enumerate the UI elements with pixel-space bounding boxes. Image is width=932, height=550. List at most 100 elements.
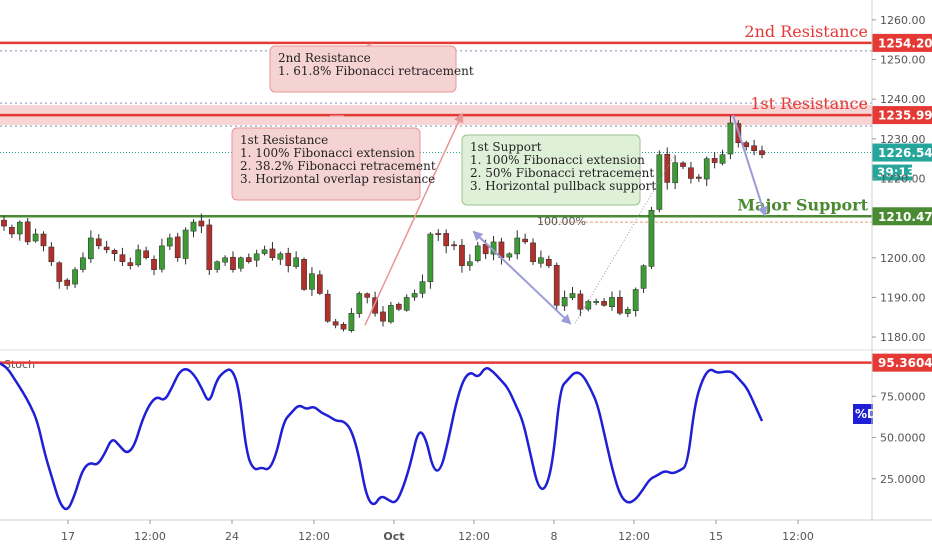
candle-up bbox=[166, 237, 173, 247]
osc-level-tag bbox=[872, 353, 932, 372]
stoch-line bbox=[0, 362, 764, 511]
candle-up bbox=[648, 209, 655, 267]
candle-up bbox=[719, 154, 726, 164]
candle-up bbox=[356, 293, 363, 314]
candle-up bbox=[348, 313, 355, 331]
candle-up bbox=[277, 253, 284, 260]
level-price-tag bbox=[872, 207, 932, 226]
candle-down bbox=[48, 246, 55, 262]
candle-down bbox=[601, 301, 607, 306]
candle-up bbox=[419, 281, 426, 294]
osc-level-label: 95.3604 bbox=[878, 356, 932, 370]
candle-down bbox=[174, 236, 181, 259]
annotation-box bbox=[461, 134, 641, 206]
level-price-label: 1254.20 bbox=[878, 36, 932, 50]
candle-down bbox=[143, 250, 149, 259]
candle-down bbox=[459, 244, 465, 266]
annotation-line: 1. 100% Fibonacci extension bbox=[240, 146, 415, 160]
candle-up bbox=[593, 301, 600, 303]
level-lines: 1254.20 2nd Resistance 1235.99 1st Resistan… bbox=[0, 22, 932, 226]
level-name-label: 2nd Resistance bbox=[744, 22, 868, 41]
candle-down bbox=[577, 293, 584, 310]
current-price-tag bbox=[872, 143, 932, 162]
candle-up bbox=[261, 249, 268, 254]
osc-legend-tag bbox=[853, 404, 873, 424]
price-tick-label: 1190.00 bbox=[880, 291, 926, 304]
annotation-line: 1. 100% Fibonacci extension bbox=[470, 153, 645, 167]
candle-up bbox=[561, 297, 568, 307]
candle-up bbox=[72, 269, 78, 285]
candle-up bbox=[80, 257, 86, 270]
candle-down bbox=[324, 293, 331, 322]
arrow-pullback-down bbox=[473, 231, 572, 325]
candle-down bbox=[269, 248, 276, 259]
candle-down bbox=[24, 221, 31, 243]
annotation-line: 2. 50% Fibonacci retracement bbox=[470, 166, 654, 180]
candle-down bbox=[553, 264, 560, 306]
candle-down bbox=[40, 233, 47, 247]
annotation-line: 1st Resistance bbox=[240, 133, 328, 147]
candle-up bbox=[640, 265, 647, 289]
annotation-box bbox=[269, 45, 457, 93]
level-price-label: 1210.47 bbox=[878, 210, 932, 224]
price-tick-label: 1180.00 bbox=[880, 331, 926, 344]
price-tick-label: 1200.00 bbox=[880, 252, 926, 265]
candle-up bbox=[727, 122, 734, 155]
candle-down bbox=[395, 303, 402, 310]
level-price-tag bbox=[872, 33, 932, 52]
candle-down bbox=[245, 257, 252, 262]
level-price-tag bbox=[872, 106, 932, 125]
candle-down bbox=[111, 250, 118, 255]
candle-up bbox=[474, 245, 481, 261]
candle-up bbox=[672, 162, 678, 184]
candle-down bbox=[443, 233, 450, 247]
price-tick-label: 1260.00 bbox=[880, 14, 926, 27]
indicator-name: Stoch bbox=[4, 358, 35, 371]
candle-up bbox=[632, 289, 639, 312]
annotation-box bbox=[231, 127, 421, 201]
price-tick-label: 1220.00 bbox=[880, 172, 926, 185]
candle-up bbox=[467, 261, 473, 266]
candle-down bbox=[127, 262, 134, 266]
candle-down bbox=[617, 297, 623, 314]
candle-down bbox=[522, 238, 528, 243]
candle-up bbox=[159, 245, 165, 270]
osc-tick-label: 50.0000 bbox=[880, 432, 926, 445]
candle-up bbox=[506, 253, 513, 258]
osc-legend-label: %D bbox=[855, 407, 877, 421]
time-tick-label: 8 bbox=[551, 530, 558, 543]
candle-down bbox=[711, 158, 718, 163]
arrow-to-1st-resistance bbox=[364, 112, 464, 326]
candle-down bbox=[751, 145, 757, 151]
annotation-line: 2. 38.2% Fibonacci retracement bbox=[240, 159, 436, 173]
candle-down bbox=[119, 254, 126, 262]
candle-up bbox=[135, 249, 142, 266]
candle-up bbox=[182, 229, 189, 259]
candle-down bbox=[56, 262, 63, 282]
candle-up bbox=[585, 301, 592, 310]
time-tick-label: 24 bbox=[225, 530, 239, 543]
candle-down bbox=[680, 162, 686, 167]
candle-down bbox=[530, 242, 536, 262]
candle-up bbox=[88, 237, 94, 260]
time-tick-label: 12:00 bbox=[298, 530, 330, 543]
current-price-label: 1226.54 bbox=[878, 146, 932, 160]
candle-up bbox=[538, 257, 544, 264]
countdown-tag bbox=[872, 164, 912, 181]
candle-up bbox=[309, 273, 315, 290]
drawing-tools: 100.00% bbox=[330, 43, 768, 326]
level-name-label: 1st Resistance bbox=[750, 94, 868, 113]
time-tick-label: 12:00 bbox=[134, 530, 166, 543]
candle-down bbox=[301, 258, 307, 290]
candle-down bbox=[151, 258, 157, 270]
price-tick-label: 1230.00 bbox=[880, 133, 926, 146]
candle-down bbox=[103, 246, 110, 251]
candle-up bbox=[411, 293, 418, 298]
candle-up bbox=[403, 297, 410, 311]
candle-down bbox=[340, 324, 347, 330]
candle-up bbox=[569, 293, 576, 299]
candle-down bbox=[451, 244, 457, 247]
